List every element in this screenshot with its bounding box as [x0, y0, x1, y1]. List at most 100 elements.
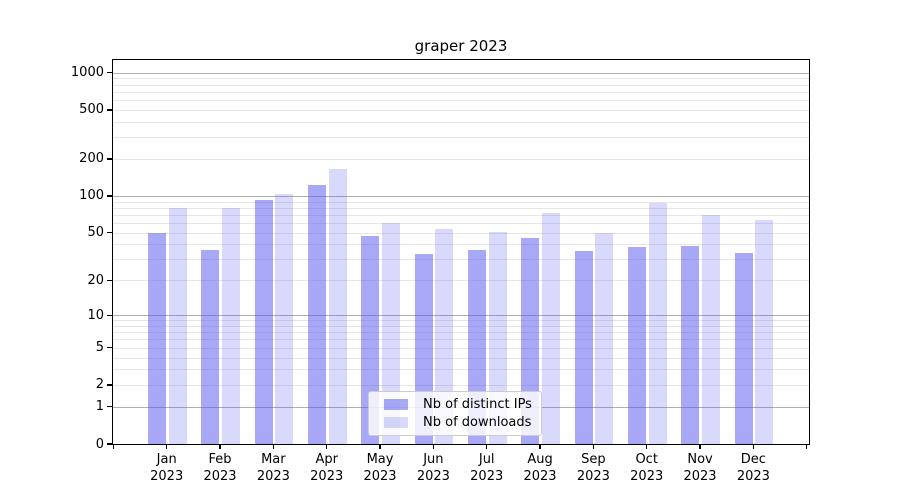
y-tick [107, 406, 113, 408]
y-tick [107, 347, 113, 349]
y-tick-label: 500 [79, 102, 104, 118]
x-tick [219, 444, 221, 450]
x-tick [379, 444, 381, 450]
x-tick [752, 444, 755, 450]
gridline-minor [113, 325, 810, 327]
y-tick-label: 5 [95, 340, 104, 356]
x-tick-label: Sep 2023 [576, 452, 610, 484]
x-tick [166, 444, 168, 450]
bar-downloads [595, 232, 614, 444]
gridline-minor [113, 121, 810, 123]
y-tick [107, 443, 113, 445]
legend-item-downloads: Nb of downloads [369, 416, 541, 429]
y-tick [107, 384, 113, 386]
y-tick-label: 50 [87, 225, 104, 241]
x-tick [112, 444, 115, 450]
bar-downloads [701, 214, 721, 444]
bar-distinct-ips [147, 232, 167, 444]
bar-distinct-ips [627, 247, 647, 444]
gridline-minor [113, 78, 810, 80]
bar-downloads [328, 169, 347, 444]
y-tick-label: 100 [79, 188, 104, 204]
y-tick [107, 195, 113, 197]
x-tick-label: Mar 2023 [256, 452, 290, 484]
x-tick-label: Jun 2023 [416, 452, 450, 484]
gridline-minor [113, 280, 810, 282]
x-tick-label: Nov 2023 [683, 452, 717, 484]
x-tick-label: Oct 2023 [630, 452, 664, 484]
gridline-minor [113, 137, 810, 139]
bar-distinct-ips [201, 249, 220, 444]
gridline-minor [113, 369, 810, 371]
gridline-major [113, 72, 810, 74]
legend-label-downloads: Nb of downloads [423, 415, 532, 430]
x-tick [326, 444, 328, 450]
gridline-minor [113, 384, 810, 386]
legend-swatch-distinct-ips [384, 399, 408, 410]
gridline-major [113, 315, 810, 317]
x-tick [539, 444, 541, 450]
x-tick-label: Aug 2023 [523, 452, 557, 484]
gridline-minor [113, 244, 810, 246]
x-tick [646, 444, 648, 450]
x-tick [432, 444, 435, 450]
x-tick-label: Dec 2023 [736, 452, 770, 484]
y-tick [107, 109, 113, 111]
y-tick-label: 10 [87, 307, 104, 323]
y-tick-label: 1000 [70, 65, 104, 81]
y-tick [107, 314, 113, 316]
legend: Nb of distinct IPs Nb of downloads [368, 391, 542, 436]
bar-downloads [648, 202, 667, 444]
y-tick-label: 200 [79, 151, 104, 167]
y-tick [107, 279, 113, 282]
y-tick-label: 0 [95, 436, 104, 452]
y-tick-label: 20 [87, 272, 104, 288]
x-tick [272, 444, 275, 450]
gridline-minor [113, 320, 810, 322]
gridline-minor [113, 84, 810, 86]
x-tick-label: May 2023 [363, 452, 397, 484]
gridline-minor [113, 232, 810, 234]
bar-downloads [435, 228, 454, 444]
bar-distinct-ips [574, 251, 593, 444]
gridline-minor [113, 201, 810, 203]
bar-downloads [541, 213, 561, 444]
x-tick [486, 444, 488, 450]
gridline-minor [113, 357, 810, 359]
y-tick [107, 232, 113, 234]
bar-distinct-ips [681, 245, 700, 444]
gridline-minor [113, 214, 810, 216]
y-tick [107, 158, 113, 160]
bar-distinct-ips [254, 200, 273, 444]
y-tick [107, 72, 113, 74]
bar-downloads [168, 207, 187, 444]
x-tick-label: Jan 2023 [150, 452, 184, 484]
bar-downloads [275, 194, 294, 444]
bar-distinct-ips [734, 252, 753, 444]
bar-distinct-ips [307, 184, 327, 444]
plot-border [112, 59, 810, 445]
gridline-major [113, 195, 810, 198]
chart-title: graper 2023 [414, 37, 508, 55]
y-tick-label: 1 [95, 399, 104, 415]
gridline-minor [113, 347, 810, 349]
bar-downloads [381, 223, 401, 444]
x-tick [699, 444, 701, 450]
gridline-minor [113, 158, 810, 160]
legend-swatch-downloads [384, 417, 408, 428]
bar-downloads [488, 231, 507, 444]
gridline-minor [113, 91, 810, 93]
x-tick [592, 444, 595, 450]
bar-downloads [221, 207, 241, 444]
gridline-minor [113, 100, 810, 102]
gridline-minor [113, 207, 810, 209]
y-tick-label: 2 [95, 377, 104, 393]
gridline-minor [113, 109, 810, 111]
gridline-minor [113, 223, 810, 225]
legend-label-distinct-ips: Nb of distinct IPs [423, 397, 532, 412]
gridline-minor [113, 259, 810, 261]
x-tick-label: Feb 2023 [203, 452, 237, 484]
x-tick-label: Apr 2023 [310, 452, 344, 484]
gridline-minor [113, 332, 810, 334]
